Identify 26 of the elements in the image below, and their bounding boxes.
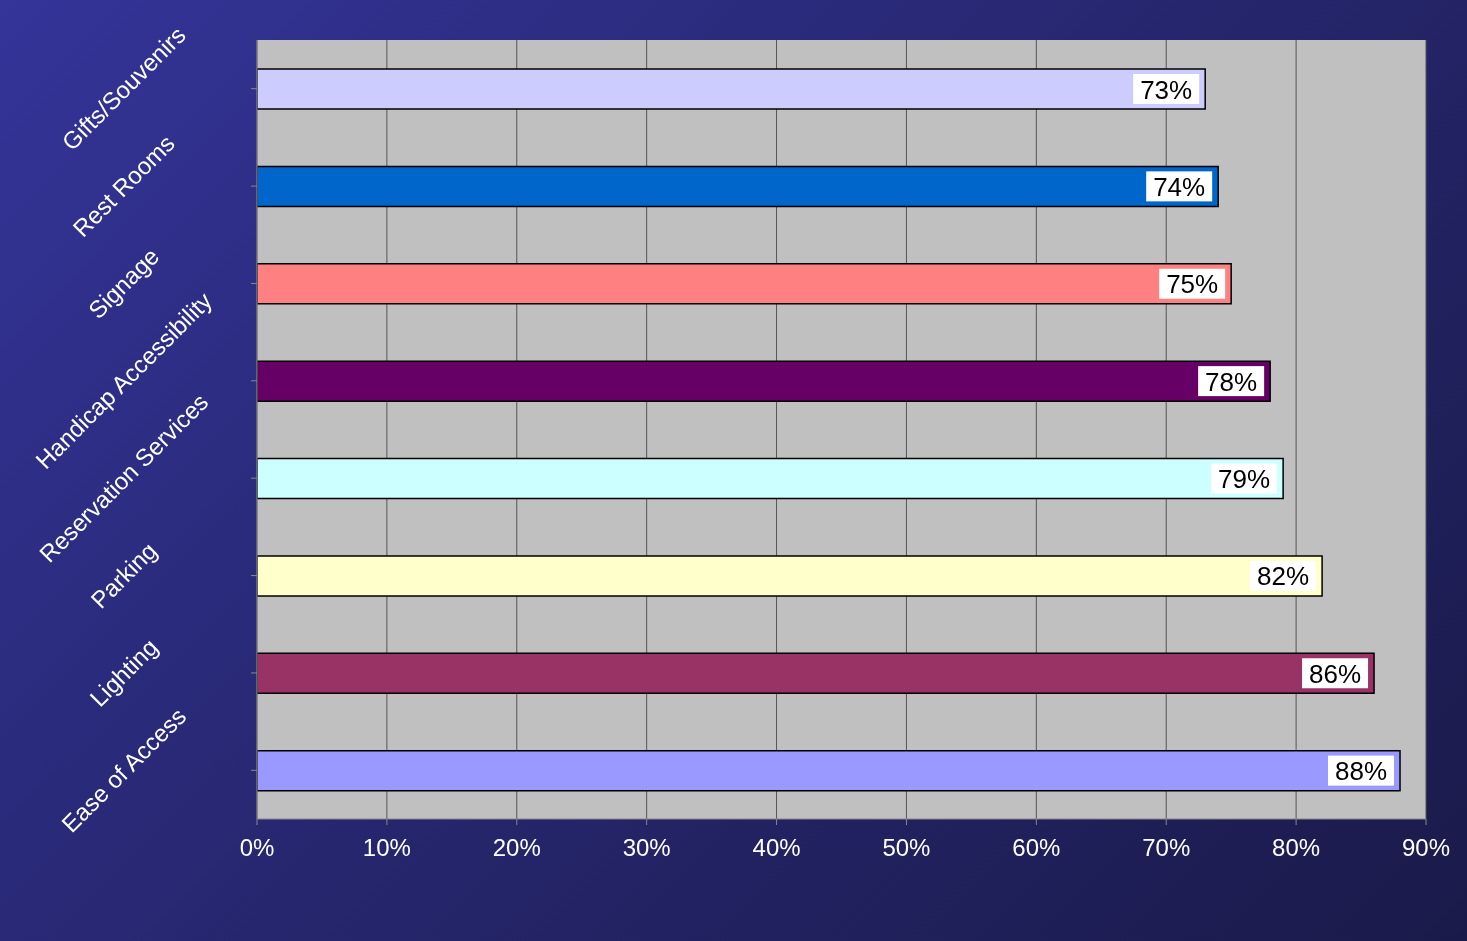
data-label: 73%	[1140, 74, 1193, 105]
bar	[257, 749, 1401, 792]
bar	[257, 555, 1323, 597]
data-label: 82%	[1257, 561, 1310, 592]
data-label: 86%	[1309, 658, 1362, 689]
x-tick-label: 60%	[1012, 834, 1061, 862]
bar	[257, 652, 1375, 694]
x-tick-label: 10%	[362, 834, 411, 862]
x-tick-label: 90%	[1401, 834, 1451, 862]
bar	[257, 360, 1271, 402]
x-tick-label: 80%	[1272, 834, 1321, 862]
bar	[257, 457, 1284, 500]
x-tick-label: 50%	[882, 834, 931, 862]
data-label: 75%	[1166, 269, 1219, 300]
x-tick-label: 30%	[622, 834, 671, 862]
data-label: 88%	[1335, 756, 1388, 787]
bar	[257, 68, 1206, 110]
data-label: 74%	[1153, 171, 1206, 202]
data-label: 78%	[1205, 366, 1258, 397]
data-label: 79%	[1218, 464, 1271, 494]
x-tick-label: 70%	[1142, 834, 1191, 862]
x-tick-label: 40%	[752, 834, 801, 862]
x-tick-label: 20%	[492, 834, 541, 862]
x-tick-label: 0%	[239, 834, 275, 862]
bar	[257, 263, 1232, 305]
bar	[257, 165, 1219, 208]
